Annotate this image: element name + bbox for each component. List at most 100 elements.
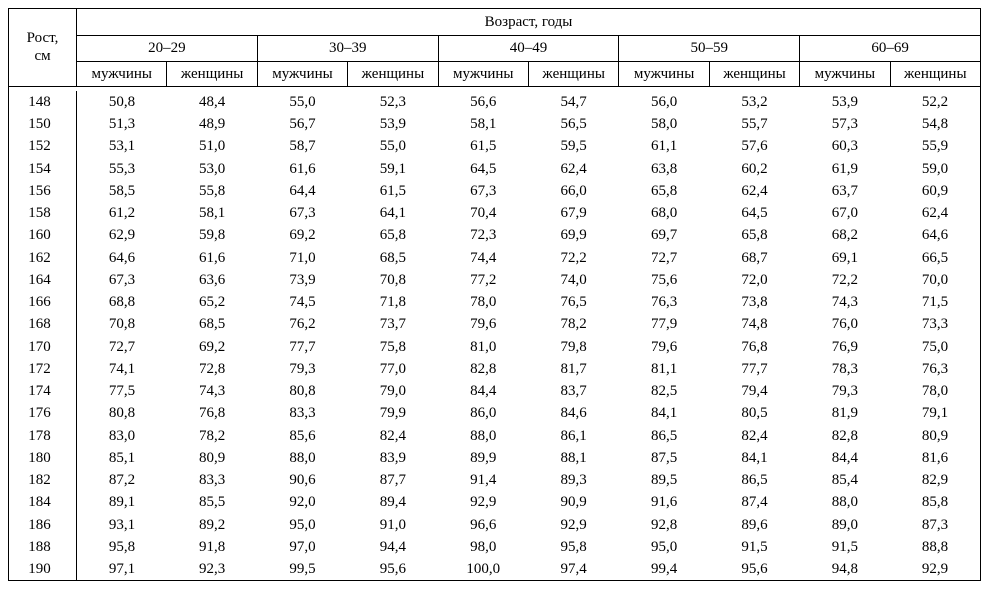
value-cell: 64,6 <box>890 224 980 246</box>
value-cell: 79,3 <box>800 380 890 402</box>
value-cell: 99,4 <box>619 558 709 581</box>
value-cell: 83,9 <box>348 447 438 469</box>
value-cell: 60,2 <box>709 158 799 180</box>
value-cell: 61,6 <box>167 247 257 269</box>
table-row: 14850,848,455,052,356,654,756,053,253,95… <box>9 91 981 113</box>
value-cell: 67,3 <box>438 180 528 202</box>
value-cell: 61,5 <box>348 180 438 202</box>
value-cell: 55,0 <box>257 91 347 113</box>
sex-f-1: женщины <box>348 61 438 86</box>
value-cell: 81,9 <box>800 402 890 424</box>
value-cell: 76,3 <box>619 291 709 313</box>
age-group-1: 30–39 <box>257 36 438 61</box>
value-cell: 79,1 <box>890 402 980 424</box>
value-cell: 53,0 <box>167 158 257 180</box>
height-cell: 186 <box>9 514 77 536</box>
table-row: 16870,868,576,273,779,678,277,974,876,07… <box>9 313 981 335</box>
value-cell: 75,6 <box>619 269 709 291</box>
height-cell: 180 <box>9 447 77 469</box>
value-cell: 57,6 <box>709 135 799 157</box>
value-cell: 74,3 <box>800 291 890 313</box>
table-header: Рост, см Возраст, годы 20–29 30–39 40–49… <box>9 9 981 87</box>
value-cell: 64,4 <box>257 180 347 202</box>
table-row: 16264,661,671,068,574,472,272,768,769,16… <box>9 247 981 269</box>
value-cell: 82,4 <box>348 425 438 447</box>
value-cell: 70,8 <box>77 313 167 335</box>
value-cell: 71,5 <box>890 291 980 313</box>
value-cell: 69,7 <box>619 224 709 246</box>
value-cell: 86,5 <box>709 469 799 491</box>
value-cell: 58,0 <box>619 113 709 135</box>
age-group-row: 20–29 30–39 40–49 50–59 60–69 <box>9 36 981 61</box>
value-cell: 76,8 <box>167 402 257 424</box>
value-cell: 48,4 <box>167 91 257 113</box>
value-cell: 51,3 <box>77 113 167 135</box>
table-row: 16668,865,274,571,878,076,576,373,874,37… <box>9 291 981 313</box>
sex-m-3: мужчины <box>619 61 709 86</box>
value-cell: 89,4 <box>348 491 438 513</box>
value-cell: 79,4 <box>709 380 799 402</box>
value-cell: 85,4 <box>800 469 890 491</box>
value-cell: 55,3 <box>77 158 167 180</box>
value-cell: 58,1 <box>438 113 528 135</box>
table-row: 17274,172,879,377,082,881,781,177,778,37… <box>9 358 981 380</box>
table-row: 18085,180,988,083,989,988,187,584,184,48… <box>9 447 981 469</box>
sex-m-2: мужчины <box>438 61 528 86</box>
value-cell: 70,0 <box>890 269 980 291</box>
value-cell: 77,7 <box>257 336 347 358</box>
value-cell: 95,6 <box>348 558 438 581</box>
value-cell: 72,0 <box>709 269 799 291</box>
value-cell: 91,4 <box>438 469 528 491</box>
value-cell: 85,1 <box>77 447 167 469</box>
value-cell: 80,8 <box>257 380 347 402</box>
value-cell: 91,5 <box>800 536 890 558</box>
value-cell: 61,6 <box>257 158 347 180</box>
value-cell: 84,4 <box>800 447 890 469</box>
height-cell: 152 <box>9 135 77 157</box>
value-cell: 69,1 <box>800 247 890 269</box>
value-cell: 72,3 <box>438 224 528 246</box>
value-cell: 65,2 <box>167 291 257 313</box>
value-cell: 61,5 <box>438 135 528 157</box>
value-cell: 90,9 <box>528 491 618 513</box>
value-cell: 100,0 <box>438 558 528 581</box>
value-cell: 81,7 <box>528 358 618 380</box>
value-cell: 53,1 <box>77 135 167 157</box>
value-cell: 89,0 <box>800 514 890 536</box>
value-cell: 79,8 <box>528 336 618 358</box>
value-cell: 92,0 <box>257 491 347 513</box>
value-cell: 97,1 <box>77 558 167 581</box>
table-row: 18287,283,390,687,791,489,389,586,585,48… <box>9 469 981 491</box>
value-cell: 48,9 <box>167 113 257 135</box>
value-cell: 69,9 <box>528 224 618 246</box>
value-cell: 84,1 <box>709 447 799 469</box>
table-row: 15658,555,864,461,567,366,065,862,463,76… <box>9 180 981 202</box>
sex-m-1: мужчины <box>257 61 347 86</box>
value-cell: 89,2 <box>167 514 257 536</box>
value-cell: 56,5 <box>528 113 618 135</box>
table-row: 19097,192,399,595,6100,097,499,495,694,8… <box>9 558 981 581</box>
value-cell: 80,9 <box>890 425 980 447</box>
value-cell: 73,9 <box>257 269 347 291</box>
age-group-4: 60–69 <box>800 36 981 61</box>
value-cell: 87,4 <box>709 491 799 513</box>
value-cell: 63,7 <box>800 180 890 202</box>
weight-by-height-age-table: Рост, см Возраст, годы 20–29 30–39 40–49… <box>8 8 981 581</box>
value-cell: 97,4 <box>528 558 618 581</box>
value-cell: 58,5 <box>77 180 167 202</box>
value-cell: 80,9 <box>167 447 257 469</box>
value-cell: 69,2 <box>257 224 347 246</box>
value-cell: 67,9 <box>528 202 618 224</box>
value-cell: 62,4 <box>890 202 980 224</box>
value-cell: 91,6 <box>619 491 709 513</box>
table-row: 15051,348,956,753,958,156,558,055,757,35… <box>9 113 981 135</box>
value-cell: 52,3 <box>348 91 438 113</box>
value-cell: 52,2 <box>890 91 980 113</box>
value-cell: 86,0 <box>438 402 528 424</box>
value-cell: 80,5 <box>709 402 799 424</box>
value-cell: 87,3 <box>890 514 980 536</box>
table-row: 18895,891,897,094,498,095,895,091,591,58… <box>9 536 981 558</box>
value-cell: 61,1 <box>619 135 709 157</box>
table-row: 17072,769,277,775,881,079,879,676,876,97… <box>9 336 981 358</box>
value-cell: 56,6 <box>438 91 528 113</box>
